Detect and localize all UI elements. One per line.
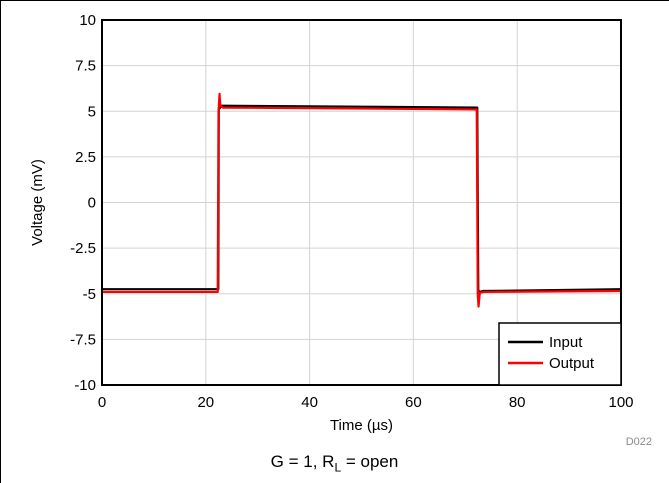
x-tick-label: 40 <box>301 394 318 411</box>
y-tick-label: 2.5 <box>75 149 96 166</box>
caption-suffix: = open <box>341 452 399 471</box>
x-axis-ticks: 0 20 40 60 80 100 <box>98 394 634 411</box>
y-tick-label: 5 <box>88 103 96 120</box>
series-line-output <box>102 92 622 308</box>
y-tick-label: 0 <box>88 195 96 212</box>
x-tick-label: 60 <box>405 394 422 411</box>
legend: Input Output <box>498 322 622 386</box>
x-tick-label: 100 <box>608 394 633 411</box>
y-tick-label: 7.5 <box>75 58 96 75</box>
figure-code: D022 <box>626 436 652 448</box>
legend-box <box>498 322 622 386</box>
x-tick-label: 80 <box>509 394 526 411</box>
x-axis-title: Time (µs) <box>330 417 393 434</box>
y-tick-label: 10 <box>79 12 96 29</box>
figure-caption: G = 1, RL = open <box>0 452 669 474</box>
series-layer <box>102 92 622 308</box>
y-tick-label: -2.5 <box>70 240 96 257</box>
legend-label-output: Output <box>549 355 595 372</box>
x-tick-label: 20 <box>197 394 214 411</box>
caption-prefix: G = 1, R <box>270 452 335 471</box>
y-axis-title: Voltage (mV) <box>29 159 46 246</box>
y-tick-label: -5 <box>83 286 96 303</box>
y-tick-label: -10 <box>74 377 96 394</box>
legend-label-input: Input <box>549 334 583 351</box>
y-axis-ticks: -10 -7.5 -5 -2.5 0 2.5 5 7.5 10 <box>70 12 96 394</box>
series-line-input <box>102 104 622 294</box>
plot-area-border <box>101 19 622 386</box>
y-tick-label: -7.5 <box>70 331 96 348</box>
x-tick-label: 0 <box>98 394 106 411</box>
caption-subscript: L <box>334 460 342 475</box>
